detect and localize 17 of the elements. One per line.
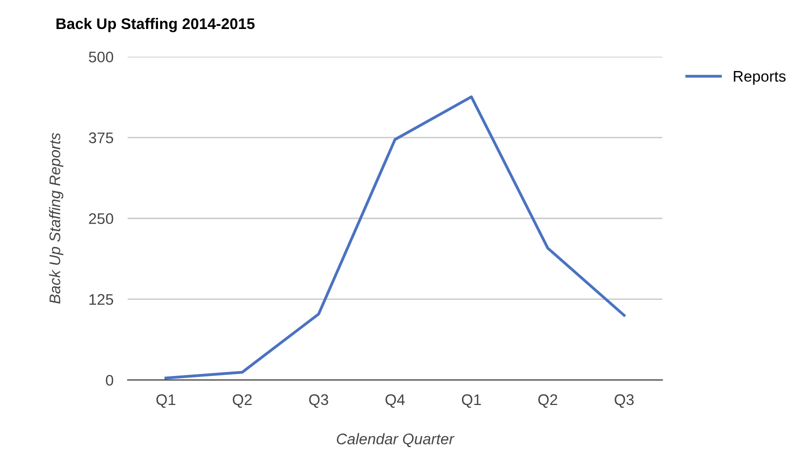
- x-tick-label: Q2: [538, 394, 558, 408]
- x-tick-label: Q1: [156, 394, 176, 408]
- x-tick-label: Q2: [232, 394, 252, 408]
- x-tick-label: Q3: [614, 394, 634, 408]
- x-axis-title: Calendar Quarter: [336, 433, 455, 448]
- x-tick-label: Q4: [386, 394, 405, 408]
- y-tick-label: 375: [88, 132, 114, 144]
- line-series: [164, 95, 626, 380]
- legend-label: Reports: [734, 71, 786, 85]
- chart-title: Back Up Staffing 2014-2015: [56, 18, 255, 32]
- y-tick-label: 500: [88, 52, 114, 62]
- x-tick-label: Q1: [462, 394, 481, 408]
- x-tick-label: Q3: [309, 394, 328, 408]
- y-tick-label: 250: [89, 213, 114, 224]
- y-tick-label: 125: [89, 294, 114, 305]
- y-tick-label: 0: [106, 374, 114, 386]
- y-axis-title: Back Up Staffing Reports: [49, 132, 64, 304]
